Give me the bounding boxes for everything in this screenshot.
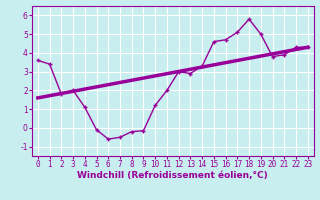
X-axis label: Windchill (Refroidissement éolien,°C): Windchill (Refroidissement éolien,°C) (77, 171, 268, 180)
